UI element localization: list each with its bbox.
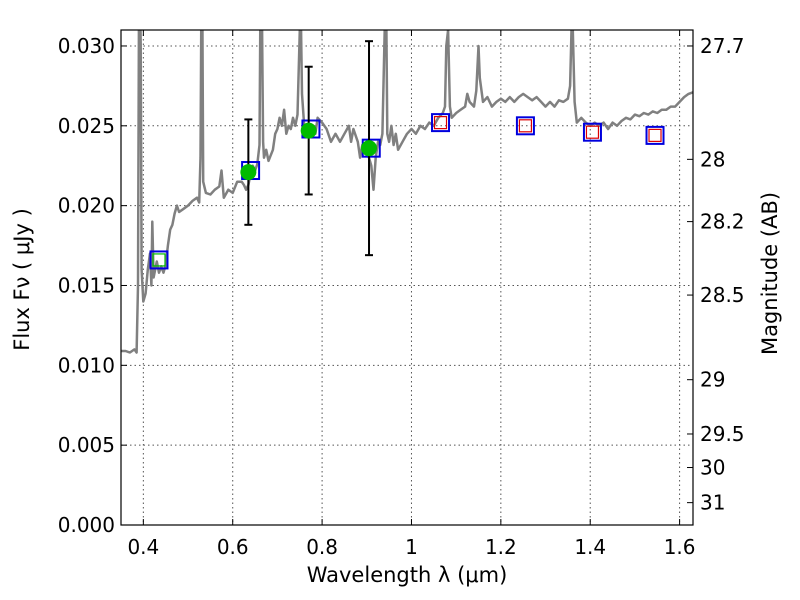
plot-frame <box>120 29 694 526</box>
model-box-marker <box>582 122 602 142</box>
measured-point <box>240 164 257 181</box>
y-tick-label: 0.025 <box>58 114 115 138</box>
x-axis-label: Wavelength λ (μm) <box>307 563 508 587</box>
y2-tick-label: 29 <box>700 368 725 392</box>
spectrum-line <box>121 30 693 354</box>
x-tick-label: 1.2 <box>485 535 517 559</box>
model-inner-marker <box>433 116 448 130</box>
y2-tick-label: 30 <box>700 456 725 480</box>
y-axis-label: Flux Fν ( μJy ) <box>10 208 34 351</box>
y2-tick-label: 29.5 <box>700 422 745 446</box>
y2-axis-label: Magnitude (AB) <box>758 192 782 355</box>
model-box-marker <box>431 113 451 133</box>
model-inner-marker <box>518 119 533 133</box>
x-tick-label: 1.6 <box>664 535 696 559</box>
y-tick-label: 0.005 <box>58 433 115 457</box>
y2-tick-label: 31 <box>700 491 725 515</box>
x-tick-label: 0.6 <box>217 535 249 559</box>
model-box-marker <box>645 125 665 145</box>
y2-tick-label: 28.2 <box>700 210 745 234</box>
y-tick-label: 0.000 <box>58 513 115 537</box>
measured-point <box>361 140 378 157</box>
x-tick-label: 0.4 <box>127 535 159 559</box>
axis-ticks: 0.4 0.6 0.8 1 1.2 1.4 1.6 0.000 0.005 0.010 0.015 0… <box>58 30 745 559</box>
x-tick-label: 1 <box>405 535 418 559</box>
y-tick-label: 0.030 <box>58 34 115 58</box>
grid-lines <box>121 30 693 525</box>
y2-tick-label: 28.5 <box>700 283 745 307</box>
measured-point <box>300 122 317 139</box>
model-box-marker <box>149 250 169 270</box>
model-inner-marker <box>152 253 166 267</box>
y2-tick-label: 27.7 <box>700 34 745 58</box>
x-tick-label: 0.8 <box>306 535 338 559</box>
x-tick-label: 1.4 <box>574 535 606 559</box>
model-inner-marker <box>648 128 662 142</box>
plot-data <box>121 30 693 354</box>
model-box-marker <box>515 116 535 136</box>
y-tick-label: 0.010 <box>58 353 115 377</box>
model-inner-marker <box>585 125 600 139</box>
y-tick-label: 0.020 <box>58 194 115 218</box>
y2-tick-label: 28 <box>700 147 725 171</box>
y-tick-label: 0.015 <box>58 273 115 297</box>
